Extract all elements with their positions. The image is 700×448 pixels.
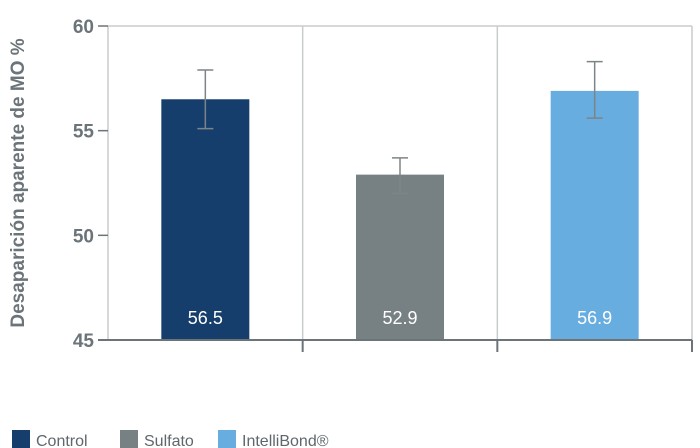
bar-value-label: 56.5 (188, 308, 223, 328)
bar-sulfato (356, 174, 444, 340)
axes (98, 339, 693, 352)
y-tick-label: 50 (73, 226, 94, 247)
bar-value-label: 52.9 (382, 308, 417, 328)
legend-label: Control (36, 433, 88, 448)
legend-label: IntelliBond® (242, 433, 329, 448)
y-axis-ticks: 45 50 55 60 (73, 17, 108, 352)
legend-swatch (12, 430, 30, 448)
legend-swatch (218, 430, 236, 448)
y-tick-label: 55 (73, 122, 95, 143)
legend-swatch (120, 430, 138, 448)
legend: Control Sulfato IntelliBond® (12, 430, 329, 448)
legend-label: Sulfato (144, 433, 194, 448)
bar-control (161, 99, 250, 341)
y-tick-label: 45 (73, 331, 95, 352)
y-tick-label: 60 (73, 17, 94, 38)
y-axis-title: Desaparición aparente de MO % (8, 38, 29, 327)
grid-lines (107, 25, 693, 340)
bar-intellibond (550, 90, 639, 340)
bar-value-label: 56.9 (577, 308, 612, 328)
bars: 56.5 52.9 56.9 (161, 60, 639, 341)
